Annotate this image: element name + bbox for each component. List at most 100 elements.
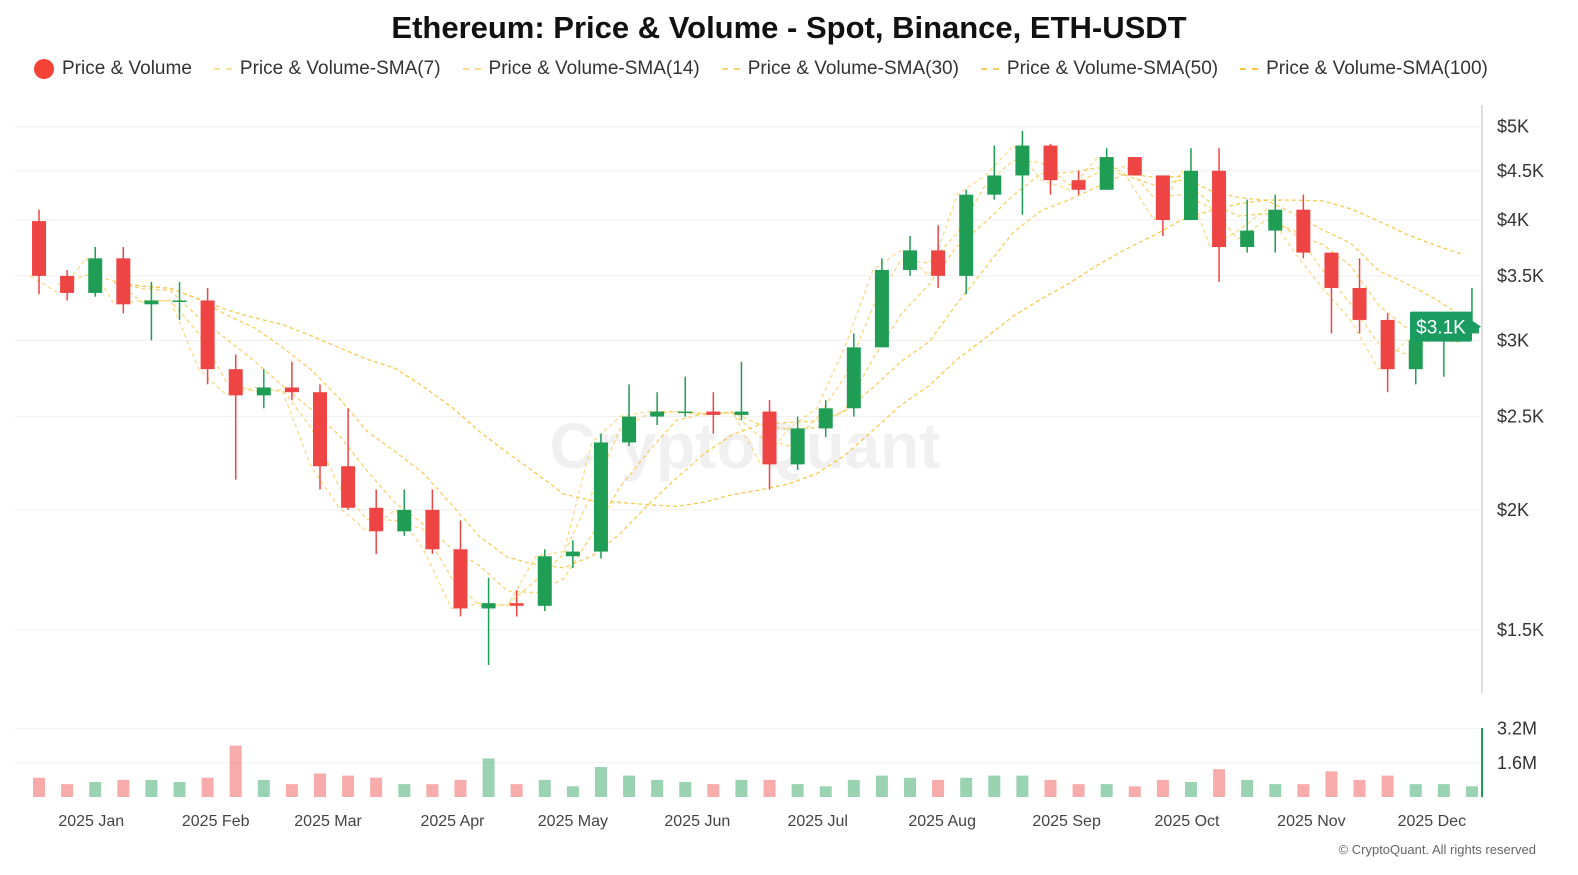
dashed-line-icon <box>1240 68 1259 70</box>
x-tick-label: 2025 Jan <box>58 813 124 830</box>
candle-body <box>200 300 215 370</box>
legend-item-sma7[interactable]: Price & Volume-SMA(7) <box>213 58 441 80</box>
volume-bar <box>1072 784 1085 797</box>
candle-body <box>537 556 552 606</box>
y-tick-label: $4.5K <box>1497 161 1544 181</box>
volume-bar <box>566 786 579 797</box>
volume-bar <box>285 784 298 797</box>
candle-body <box>313 392 327 467</box>
dashed-line-icon <box>721 68 740 70</box>
x-tick-label: 2025 Aug <box>908 813 976 830</box>
watermark: CryptoQuant <box>549 410 940 482</box>
candle-body <box>369 507 384 532</box>
x-tick-label: 2025 Jun <box>664 813 730 830</box>
dashed-line-icon <box>213 68 232 70</box>
candle-body <box>1380 319 1395 370</box>
volume-bar <box>847 779 860 797</box>
x-tick-label: 2025 May <box>538 813 608 830</box>
candle-body <box>1408 340 1423 370</box>
candle-body <box>650 411 665 417</box>
candle-body <box>341 466 356 508</box>
candle-body <box>762 411 777 465</box>
candle-body <box>228 369 243 396</box>
candle-body <box>88 258 103 293</box>
volume-bar <box>61 784 74 797</box>
volume-bar <box>1156 779 1169 797</box>
candle-body <box>987 175 1002 195</box>
candle-body <box>116 258 131 305</box>
volume-tick-label: 3.2M <box>1497 719 1537 739</box>
candle-body <box>734 411 749 415</box>
sma-line-50 <box>114 173 1464 569</box>
volume-bar <box>904 777 917 797</box>
volume-bar <box>623 775 636 797</box>
candle-body <box>1324 252 1339 288</box>
volume-bar <box>145 779 158 797</box>
volume-bar <box>201 777 214 797</box>
volume-bar <box>791 784 804 797</box>
x-tick-label: 2025 Feb <box>182 813 250 830</box>
last-price-pointer-icon <box>1472 320 1481 333</box>
volume-bar <box>510 784 523 797</box>
legend-item-sma30[interactable]: Price & Volume-SMA(30) <box>721 58 959 80</box>
volume-tick-label: 1.6M <box>1497 753 1537 773</box>
candle-body <box>593 442 608 552</box>
candle-body <box>565 551 580 557</box>
y-tick-label: $3.5K <box>1497 266 1544 286</box>
legend-item-sma100[interactable]: Price & Volume-SMA(100) <box>1240 58 1488 80</box>
x-tick-label: 2025 Sep <box>1032 813 1101 830</box>
candle-body <box>284 387 299 393</box>
candle-body <box>453 549 468 609</box>
candle-body <box>1240 230 1255 248</box>
volume-bar <box>173 782 186 797</box>
volume-bar <box>1437 784 1450 797</box>
dashed-line-icon <box>462 68 481 70</box>
y-tick-label: $1.5K <box>1497 620 1544 640</box>
volume-bar <box>875 775 888 797</box>
x-tick-label: 2025 Apr <box>420 813 485 830</box>
volume-bar <box>1465 786 1478 797</box>
candle-body <box>425 509 440 550</box>
legend-item-sma50[interactable]: Price & Volume-SMA(50) <box>980 58 1218 80</box>
copyright-footer: © CryptoQuant. All rights reserved <box>1338 842 1536 857</box>
volume-bar <box>1409 784 1422 797</box>
x-tick-label: 2025 Dec <box>1398 813 1467 830</box>
candle-body <box>144 300 159 305</box>
candle-body <box>1071 180 1086 190</box>
candle-body <box>931 250 946 276</box>
sma-line-30 <box>114 167 1463 594</box>
x-tick-label: 2025 Oct <box>1155 813 1220 830</box>
x-tick-label: 2025 Mar <box>294 813 362 830</box>
candle-body <box>846 347 861 409</box>
candle-body <box>1296 209 1311 253</box>
candle-body <box>1212 170 1227 248</box>
volume-bar <box>370 777 383 797</box>
legend-item-sma14[interactable]: Price & Volume-SMA(14) <box>462 58 700 80</box>
candle-body <box>1099 157 1114 190</box>
legend-item-price-volume[interactable]: Price & Volume <box>34 58 192 80</box>
candle-body <box>790 428 805 465</box>
candle-body <box>397 509 412 532</box>
y-tick-label: $5K <box>1497 117 1529 137</box>
last-price-label: $3.1K <box>1416 318 1466 339</box>
candle-body <box>509 603 524 606</box>
volume-bar <box>735 779 748 797</box>
volume-bar <box>1353 779 1366 797</box>
legend-dot-icon <box>34 59 54 79</box>
legend: Price & Volume Price & Volume-SMA(7) Pri… <box>34 58 1488 80</box>
candle-body <box>1155 175 1170 221</box>
volume-bar <box>1325 771 1338 797</box>
candle-body <box>678 411 693 414</box>
candle-body <box>1127 157 1142 176</box>
last-price-badge <box>1410 311 1472 342</box>
candle-body <box>1268 209 1283 231</box>
sma-line-14 <box>57 159 1464 607</box>
y-tick-label: $2K <box>1497 500 1529 520</box>
volume-bar <box>763 779 776 797</box>
candle-body <box>172 300 187 302</box>
volume-bar <box>651 779 664 797</box>
volume-bar <box>33 777 46 797</box>
volume-bar <box>398 784 411 797</box>
